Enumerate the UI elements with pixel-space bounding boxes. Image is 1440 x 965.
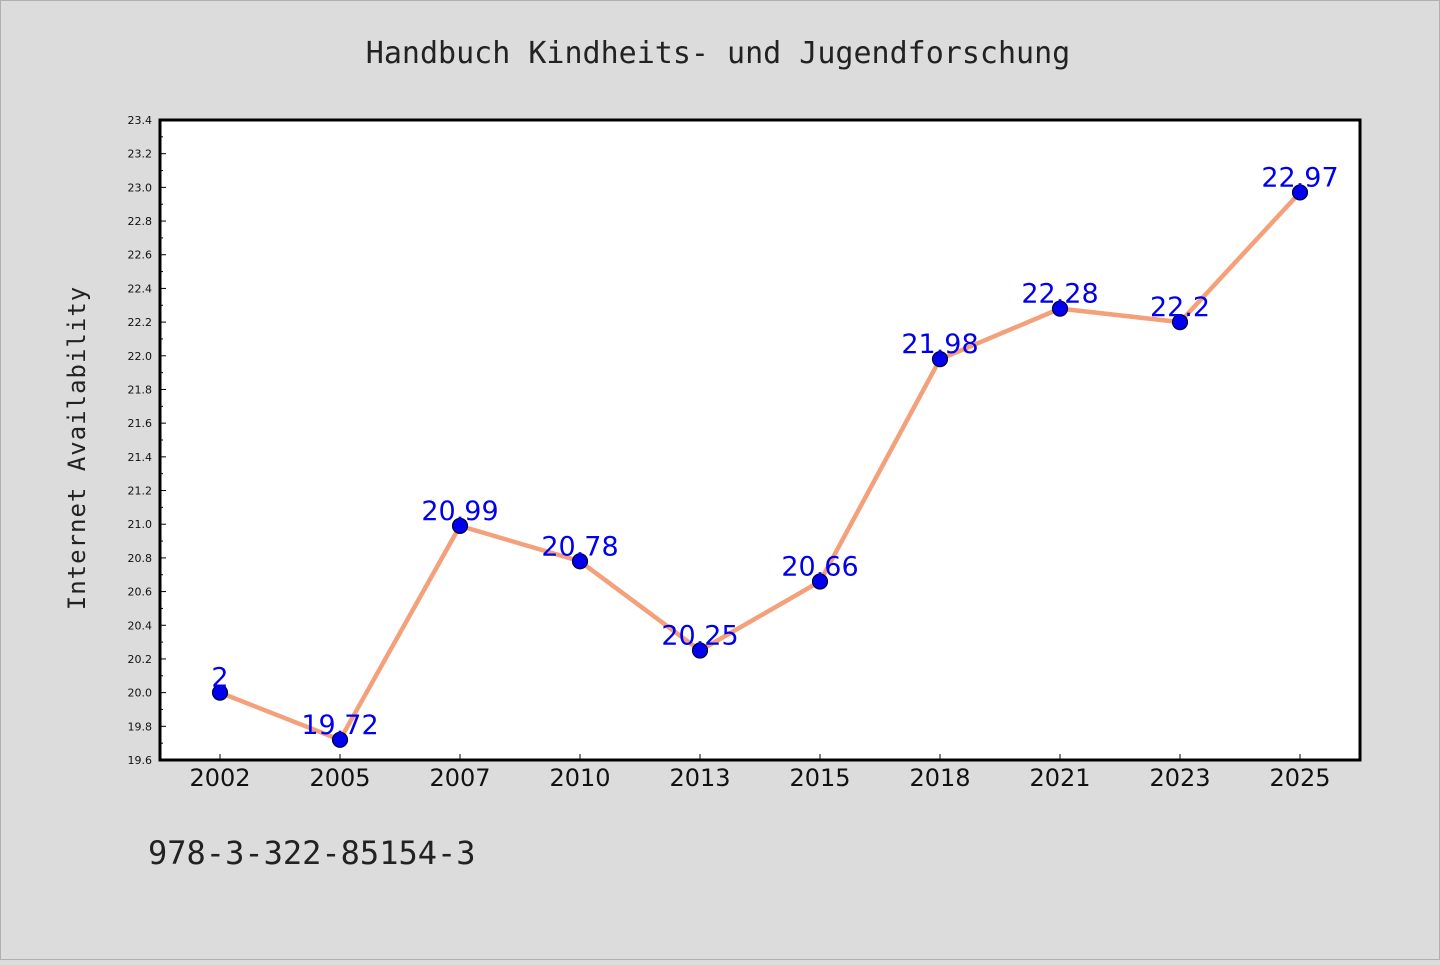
- y-tick-label: 23.2: [128, 148, 153, 161]
- data-label: 20.78: [541, 531, 618, 562]
- y-tick-label: 21.8: [128, 383, 153, 396]
- data-label: 22.2: [1150, 292, 1210, 323]
- data-point: [1051, 300, 1069, 317]
- data-label: 20.99: [421, 496, 498, 527]
- y-tick-label: 21.0: [128, 518, 153, 531]
- y-tick-label: 21.2: [128, 485, 153, 498]
- data-label: 21.98: [901, 329, 978, 360]
- x-tick-label: 2023: [1149, 764, 1210, 792]
- y-tick-label: 20.4: [128, 619, 153, 632]
- y-axis-label: Internet Availability: [63, 286, 91, 610]
- x-tick-label: 2010: [549, 764, 610, 792]
- data-point: [1171, 314, 1189, 331]
- y-tick-label: 21.6: [128, 417, 153, 430]
- y-tick-label: 23.4: [128, 114, 153, 127]
- y-tick-label: 19.8: [128, 720, 153, 733]
- plot-area: [160, 120, 1360, 760]
- x-tick-label: 2015: [789, 764, 850, 792]
- series-line: [217, 190, 1303, 743]
- x-tick-label: 2021: [1029, 764, 1090, 792]
- y-tick-label: 22.2: [128, 316, 153, 329]
- x-tick-label: 2007: [429, 764, 490, 792]
- data-point: [811, 573, 829, 590]
- y-tick-label: 21.4: [128, 451, 153, 464]
- data-point: [451, 517, 469, 534]
- y-tick-label: 19.6: [128, 754, 153, 767]
- data-label: 22.28: [1021, 279, 1098, 310]
- x-tick-label: 2018: [909, 764, 970, 792]
- data-label: 20.66: [781, 551, 858, 582]
- y-tick-label: 20.8: [128, 552, 153, 565]
- data-point: [571, 553, 589, 570]
- data-label: 2: [211, 663, 228, 694]
- data-point: [691, 642, 709, 659]
- data-point: [331, 731, 349, 748]
- plot-frame: [158, 118, 1362, 762]
- y-tick-label: 23.0: [128, 181, 153, 194]
- series-layer: 2 19.72 20.99 20.78 20.25 20.66 21.98 22.28 22.2…: [211, 162, 1339, 748]
- data-point: [1291, 184, 1309, 201]
- data-point: [211, 684, 229, 701]
- y-tick-label: 20.2: [128, 653, 153, 666]
- data-point: [931, 351, 949, 368]
- chart-title: Handbuch Kindheits- und Jugendforschung: [366, 36, 1070, 71]
- x-tick-label: 2002: [189, 764, 250, 792]
- x-axis: 2002 2005 2007 2010 2013 2015 2018 2021 2023 2025: [189, 754, 1331, 792]
- data-label: 19.72: [301, 710, 378, 741]
- y-tick-label: 22.8: [128, 215, 153, 228]
- y-tick-label: 22.6: [128, 249, 153, 262]
- y-tick-label: 22.0: [128, 350, 153, 363]
- data-label: 20.25: [661, 621, 738, 652]
- x-tick-label: 2005: [309, 764, 370, 792]
- y-tick-label: 22.4: [128, 282, 153, 295]
- y-tick-label: 20.0: [128, 687, 153, 700]
- y-tick-label: 20.6: [128, 586, 153, 599]
- footnote-isbn: 978-3-322-85154-3: [148, 834, 476, 872]
- data-label: 22.97: [1261, 162, 1338, 193]
- x-tick-label: 2025: [1269, 764, 1330, 792]
- x-tick-label: 2013: [669, 764, 730, 792]
